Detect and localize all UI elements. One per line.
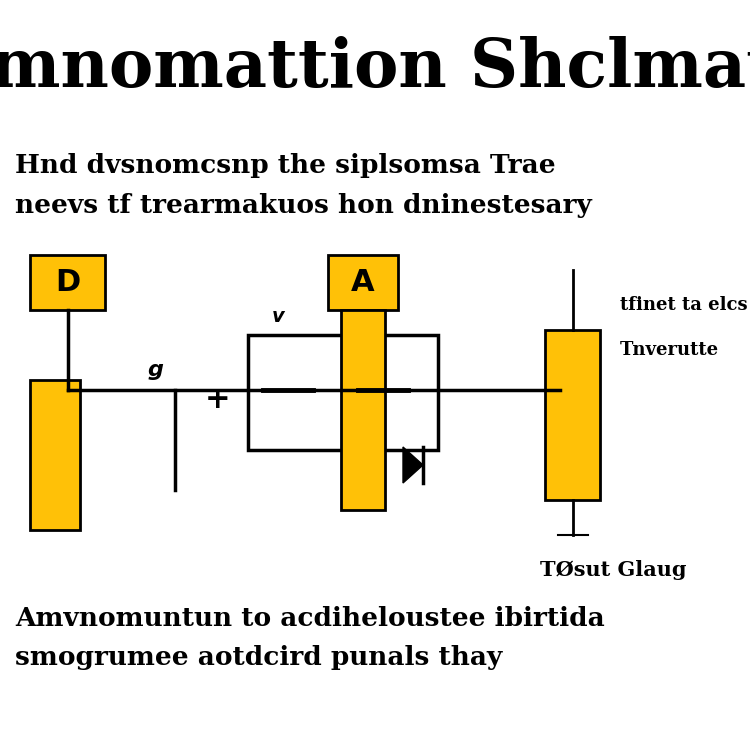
FancyBboxPatch shape	[30, 380, 80, 530]
Text: A: A	[351, 268, 375, 297]
Text: tfinet ta elcs: tfinet ta elcs	[620, 296, 748, 314]
Polygon shape	[403, 447, 423, 483]
Text: Hnd dvsnomcsnp the siplsomsa Trae: Hnd dvsnomcsnp the siplsomsa Trae	[15, 152, 556, 178]
Text: Amvnomuntun to acdiheloustee ibirtida: Amvnomuntun to acdiheloustee ibirtida	[15, 605, 604, 631]
FancyBboxPatch shape	[30, 255, 105, 310]
Text: mnomattion Shclmation: mnomattion Shclmation	[0, 35, 750, 100]
FancyBboxPatch shape	[341, 310, 385, 510]
Text: +: +	[206, 386, 231, 415]
Text: g: g	[147, 360, 163, 380]
Text: smogrumee aotdcird punals thay: smogrumee aotdcird punals thay	[15, 646, 502, 670]
FancyBboxPatch shape	[545, 330, 600, 500]
Text: TØsut Glaug: TØsut Glaug	[540, 560, 686, 580]
Text: v: v	[272, 308, 284, 326]
Text: Tnverutte: Tnverutte	[620, 341, 719, 359]
Text: D: D	[55, 268, 80, 297]
FancyBboxPatch shape	[328, 255, 398, 310]
Text: neevs tf trearmakuos hon dninestesary: neevs tf trearmakuos hon dninestesary	[15, 193, 592, 217]
FancyBboxPatch shape	[248, 335, 438, 450]
